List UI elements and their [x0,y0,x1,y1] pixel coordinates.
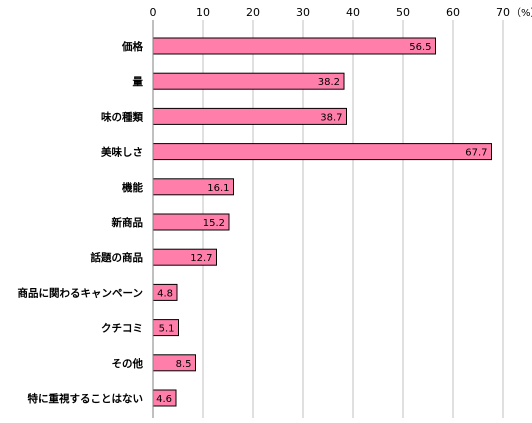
data-label: 8.5 [176,359,192,370]
x-axis-tick-labels: 0 10 20 30 40 50 60 70 [150,6,511,19]
data-label: 12.7 [190,253,212,264]
x-tick-label: 20 [246,6,260,19]
x-tick-label: 0 [150,6,157,19]
category-label: クチコミ [101,323,143,335]
category-label: 味の種類 [101,110,143,123]
data-labels: 56.5 38.2 38.7 67.7 16.1 15.2 12.7 4.8 5.1 8.5 4.6 [156,42,487,405]
data-label: 38.2 [318,77,340,88]
x-tick-label: 50 [396,6,410,19]
category-label: 量 [133,75,144,88]
x-tick-label: 40 [346,6,360,19]
data-label: 15.2 [203,218,225,229]
data-label: 4.8 [157,288,173,299]
category-label: その他 [112,357,144,370]
category-label: 価格 [121,40,143,53]
category-label: 特に重視することはない [28,392,144,405]
data-label: 67.7 [465,148,487,159]
category-label: 新商品 [112,216,144,229]
category-labels: 価格量味の種類美味しさ機能新商品話題の商品商品に関わるキャンペーンクチコミその他… [18,40,144,405]
data-label: 16.1 [207,183,229,194]
bar [152,107,347,125]
data-label: 56.5 [409,42,431,53]
x-tick-label: 30 [296,6,310,19]
data-label: 38.7 [320,112,342,123]
category-label: 機能 [122,181,143,194]
category-label: 話題の商品 [91,251,144,264]
category-label: 商品に関わるキャンペーン [18,286,143,299]
bar [152,37,436,55]
category-label: 美味しさ [101,146,143,159]
data-label: 5.1 [159,324,175,335]
x-tick-label: 60 [446,6,460,19]
x-tick-label: 70 [496,6,510,19]
x-axis-unit-label: （%） [511,7,532,19]
bar [152,143,492,161]
bars [152,37,492,407]
x-tick-label: 10 [196,6,210,19]
data-label: 4.6 [156,394,172,405]
bar [152,72,345,90]
